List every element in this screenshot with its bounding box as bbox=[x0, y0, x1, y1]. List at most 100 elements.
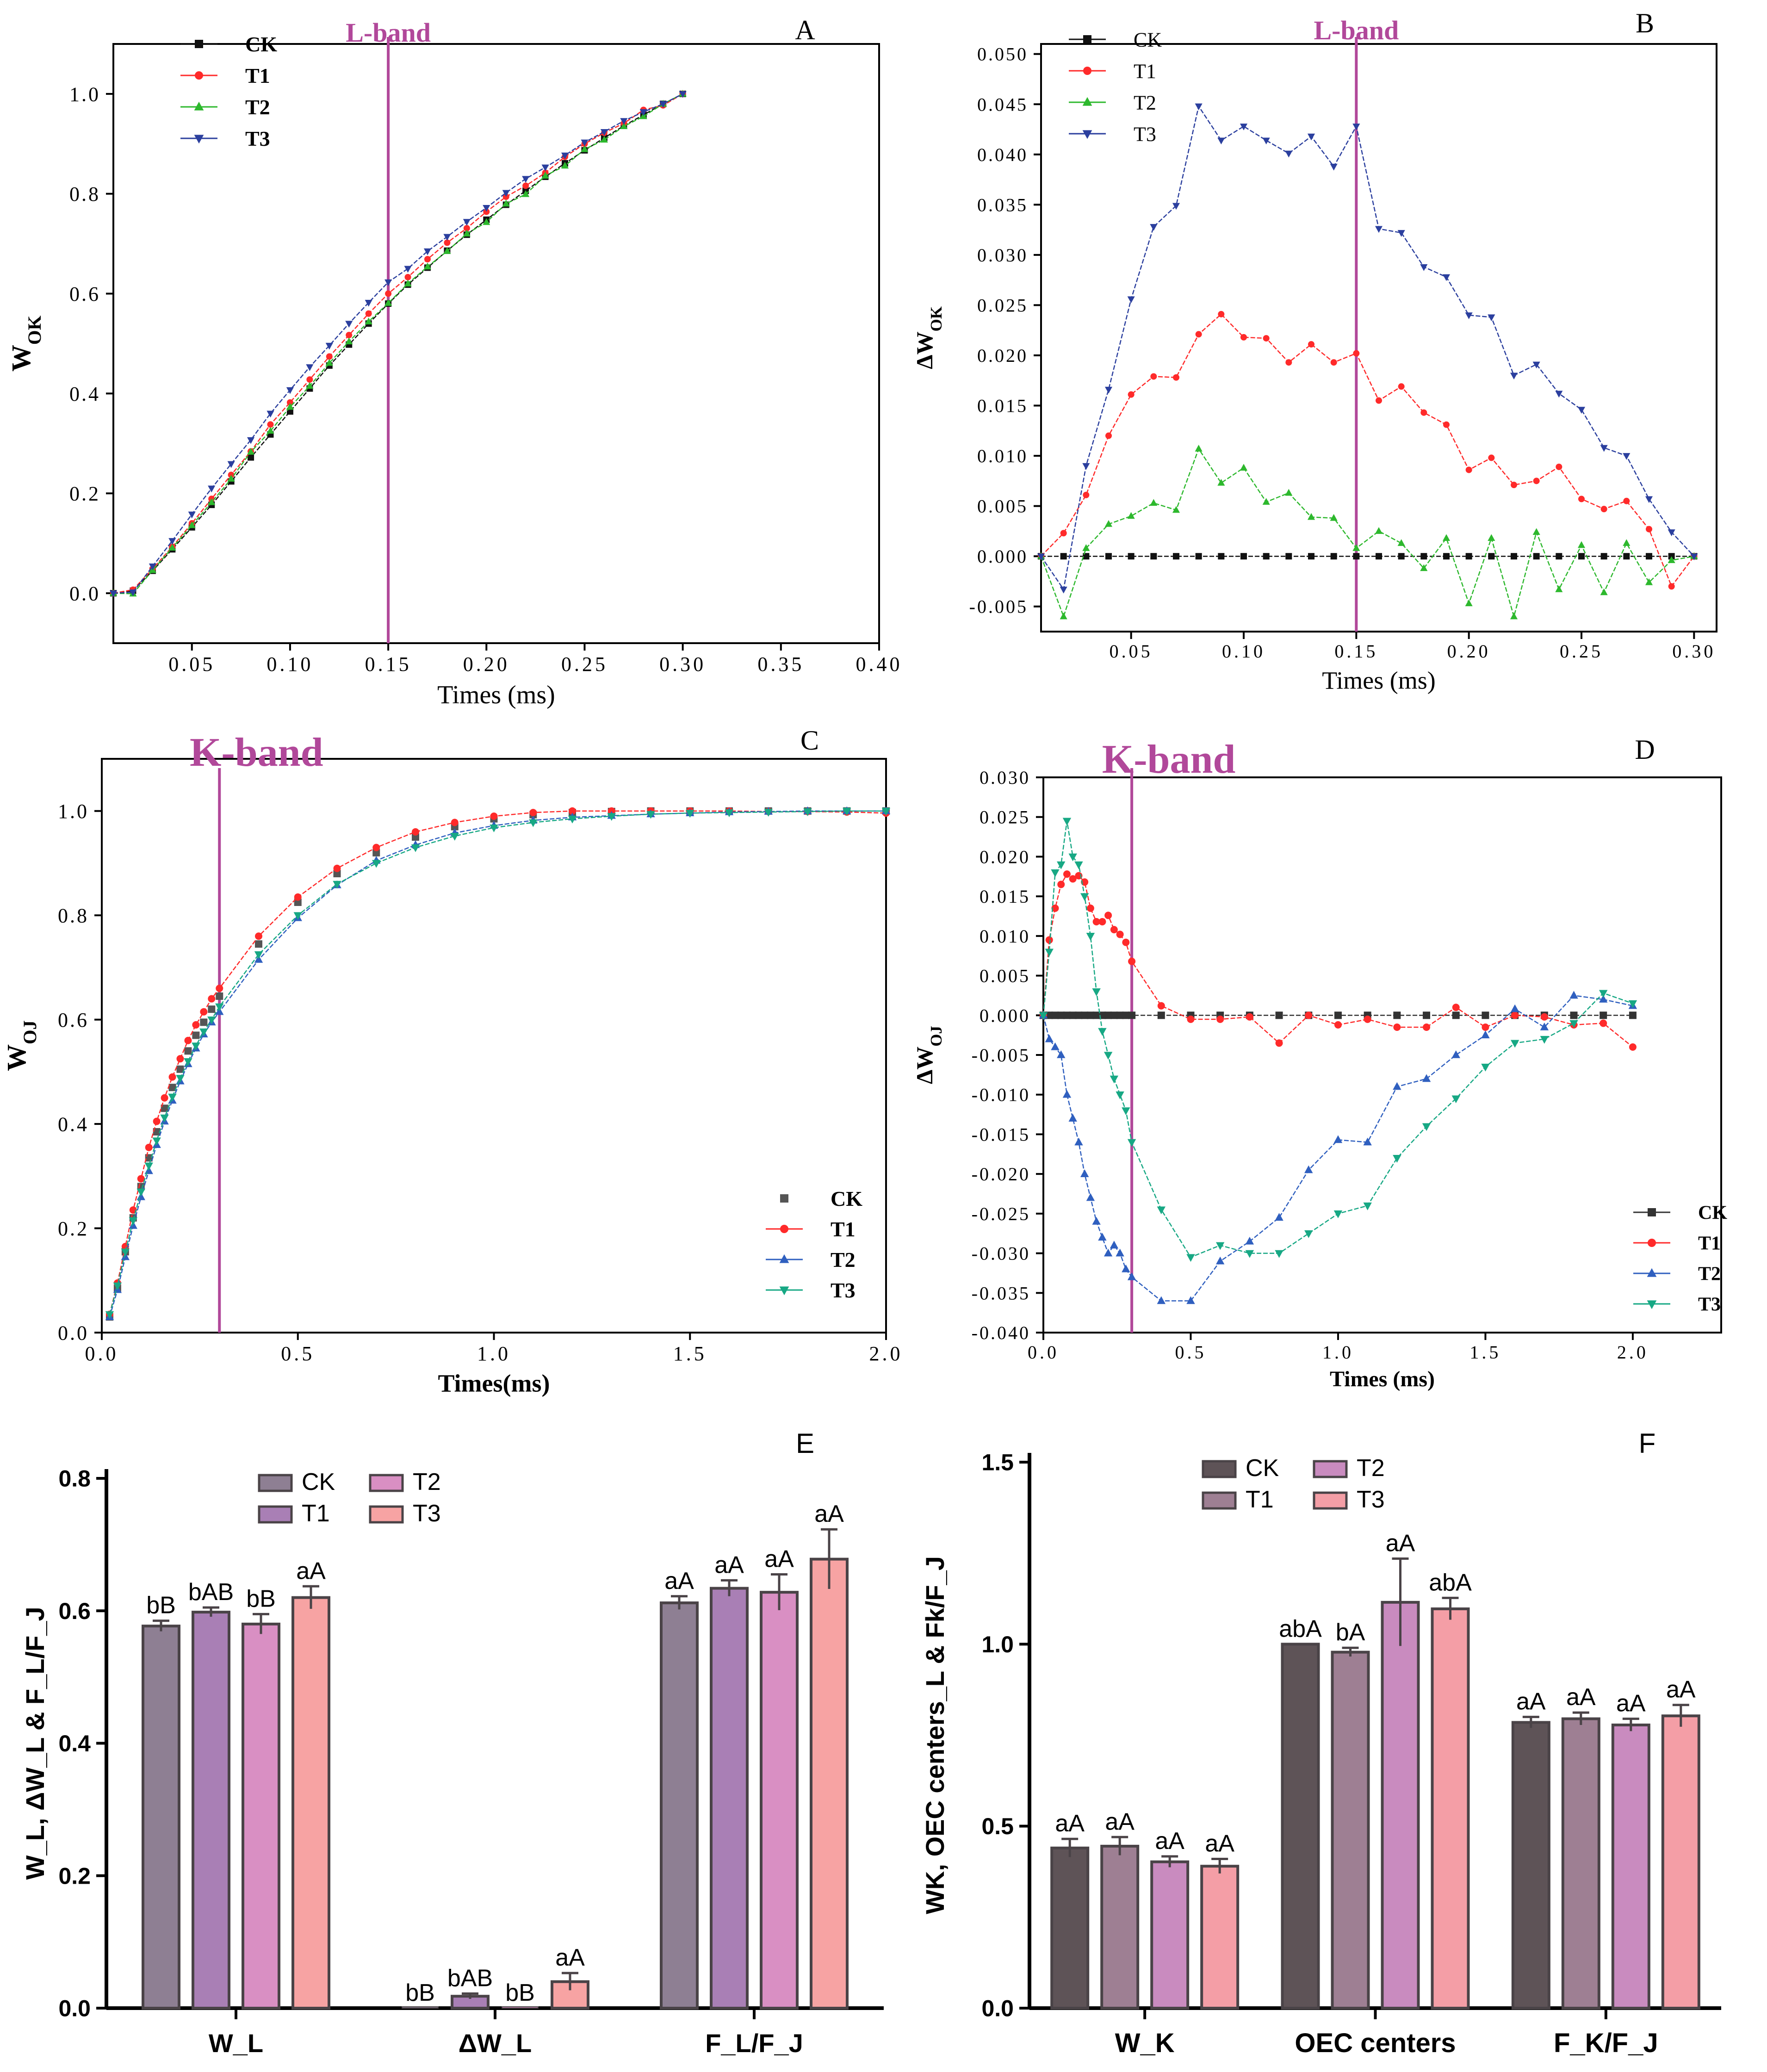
data-point-t3 bbox=[607, 813, 616, 821]
x-tick-label: 1.5 bbox=[1469, 1342, 1501, 1363]
data-point-t3 bbox=[1122, 1107, 1130, 1115]
significance-label: bB bbox=[246, 1585, 276, 1612]
data-point-t3 bbox=[176, 1075, 185, 1083]
data-point-ck bbox=[1195, 553, 1202, 560]
data-point-t2 bbox=[1082, 544, 1090, 551]
bar-group: OEC centers abA bA aA abA bbox=[1279, 1530, 1472, 2058]
data-point-t3 bbox=[1275, 1250, 1283, 1258]
y-tick-label: 0.010 bbox=[980, 926, 1030, 947]
band-label: K-band bbox=[190, 730, 323, 775]
data-point-t1 bbox=[1511, 482, 1517, 489]
legend-label-t2: T2 bbox=[413, 1469, 441, 1495]
y-tick-label: 0.000 bbox=[980, 1005, 1030, 1026]
data-point-t2 bbox=[1393, 1082, 1401, 1090]
y-tick-label: -0.010 bbox=[972, 1085, 1030, 1105]
data-point-ck bbox=[1556, 553, 1562, 560]
legend-marker-t2 bbox=[1647, 1268, 1657, 1277]
legend-label-t1: T1 bbox=[302, 1500, 330, 1527]
data-point-t3 bbox=[160, 1114, 169, 1123]
data-point-t3 bbox=[144, 1162, 153, 1171]
data-point-t3 bbox=[1104, 386, 1113, 394]
y-tick-label: -0.030 bbox=[972, 1243, 1030, 1264]
legend-swatch-ck bbox=[1202, 1460, 1237, 1478]
legend: CK T1 T2 T3 bbox=[1069, 28, 1162, 145]
significance-label: aA bbox=[1516, 1688, 1546, 1715]
data-point-t2 bbox=[1623, 539, 1631, 546]
bar-t1 bbox=[1561, 1717, 1600, 2010]
data-point-t3 bbox=[659, 101, 667, 108]
data-point-ck bbox=[255, 940, 262, 948]
data-point-ck bbox=[1045, 1011, 1053, 1019]
data-point-ck bbox=[200, 1018, 208, 1026]
data-point-t3 bbox=[113, 1282, 122, 1290]
data-point-t1 bbox=[1556, 463, 1562, 470]
data-point-t2 bbox=[1086, 1193, 1095, 1201]
significance-label: abA bbox=[1429, 1569, 1472, 1596]
x-tick-label: 0.10 bbox=[267, 653, 313, 676]
data-point-t2 bbox=[1092, 1217, 1101, 1225]
bar-t2 bbox=[242, 1622, 280, 2010]
data-point-t2 bbox=[325, 359, 333, 366]
legend-label-t1: T1 bbox=[1698, 1233, 1721, 1254]
y-axis-label-subscript: OK bbox=[927, 306, 945, 331]
data-point-t3 bbox=[168, 1093, 177, 1102]
data-point-t3 bbox=[1442, 274, 1451, 281]
data-point-t3 bbox=[168, 538, 176, 545]
data-point-t1 bbox=[522, 182, 529, 189]
data-point-t3 bbox=[1465, 312, 1473, 319]
data-point-t1 bbox=[216, 985, 223, 992]
data-point-t1 bbox=[1060, 530, 1067, 537]
data-point-t3 bbox=[105, 1311, 114, 1319]
data-point-t1 bbox=[444, 239, 451, 246]
bar-group: ΔW_L bB bAB bB aA bbox=[402, 1944, 589, 2058]
data-point-t3 bbox=[1393, 1155, 1401, 1163]
data-point-t2 bbox=[1330, 514, 1338, 521]
data-point-ck bbox=[1063, 1011, 1071, 1019]
data-point-t3 bbox=[581, 139, 589, 147]
data-point-t2 bbox=[423, 262, 432, 270]
legend-marker-t1 bbox=[1083, 67, 1091, 75]
data-point-t3 bbox=[149, 563, 156, 571]
series-line-t1 bbox=[109, 810, 887, 1315]
data-point-t1 bbox=[1511, 1011, 1519, 1019]
series-t2 bbox=[109, 90, 687, 597]
data-point-t3 bbox=[208, 485, 216, 493]
x-tick-label: 0.5 bbox=[1175, 1342, 1206, 1363]
data-point-t3 bbox=[372, 860, 381, 868]
data-point-t1 bbox=[255, 932, 262, 940]
data-point-t2 bbox=[1352, 544, 1360, 551]
data-point-ck bbox=[1110, 1011, 1118, 1019]
data-point-t2 bbox=[1127, 1272, 1136, 1280]
data-point-t3 bbox=[1110, 1075, 1119, 1084]
data-point-t1 bbox=[1364, 1015, 1371, 1023]
data-point-t3 bbox=[306, 364, 314, 371]
y-tick-label: 0.030 bbox=[977, 245, 1028, 266]
data-point-t2 bbox=[1060, 612, 1067, 620]
data-point-t3 bbox=[109, 590, 118, 597]
data-point-t3 bbox=[1420, 264, 1428, 271]
x-tick-label: 0.0 bbox=[1028, 1342, 1059, 1363]
y-tick-label: -0.040 bbox=[972, 1322, 1030, 1343]
x-group-label: F_L/F_J bbox=[705, 2029, 803, 2058]
data-point-ck bbox=[412, 833, 419, 841]
data-point-t1 bbox=[1393, 1024, 1401, 1031]
panel-a: 0.05 0.10 0.15 0.20 0.25 0.30 0.35 0.40 0.0 0.2 0.… bbox=[6, 15, 900, 709]
data-point-t2 bbox=[168, 544, 176, 551]
data-point-t1 bbox=[1240, 334, 1247, 341]
data-point-t3 bbox=[764, 809, 773, 817]
y-tick-label: 0.8 bbox=[58, 905, 89, 927]
data-point-ck bbox=[192, 1031, 200, 1039]
data-point-ck bbox=[1393, 1011, 1401, 1019]
data-point-t1 bbox=[372, 844, 380, 851]
data-point-t3 bbox=[188, 511, 196, 519]
data-point-t2 bbox=[561, 161, 569, 169]
data-point-ck bbox=[1275, 1011, 1283, 1019]
legend-label-t2: T2 bbox=[245, 95, 270, 119]
data-point-t2 bbox=[1045, 1034, 1054, 1042]
bar-group: F_K/F_J aA aA aA aA bbox=[1511, 1676, 1700, 2058]
data-point-t3 bbox=[404, 266, 412, 273]
y-tick-label: -0.005 bbox=[972, 1045, 1030, 1066]
data-point-t3 bbox=[1157, 1206, 1166, 1215]
y-tick-label: 0.000 bbox=[977, 546, 1028, 567]
data-point-ck bbox=[1104, 1011, 1112, 1019]
